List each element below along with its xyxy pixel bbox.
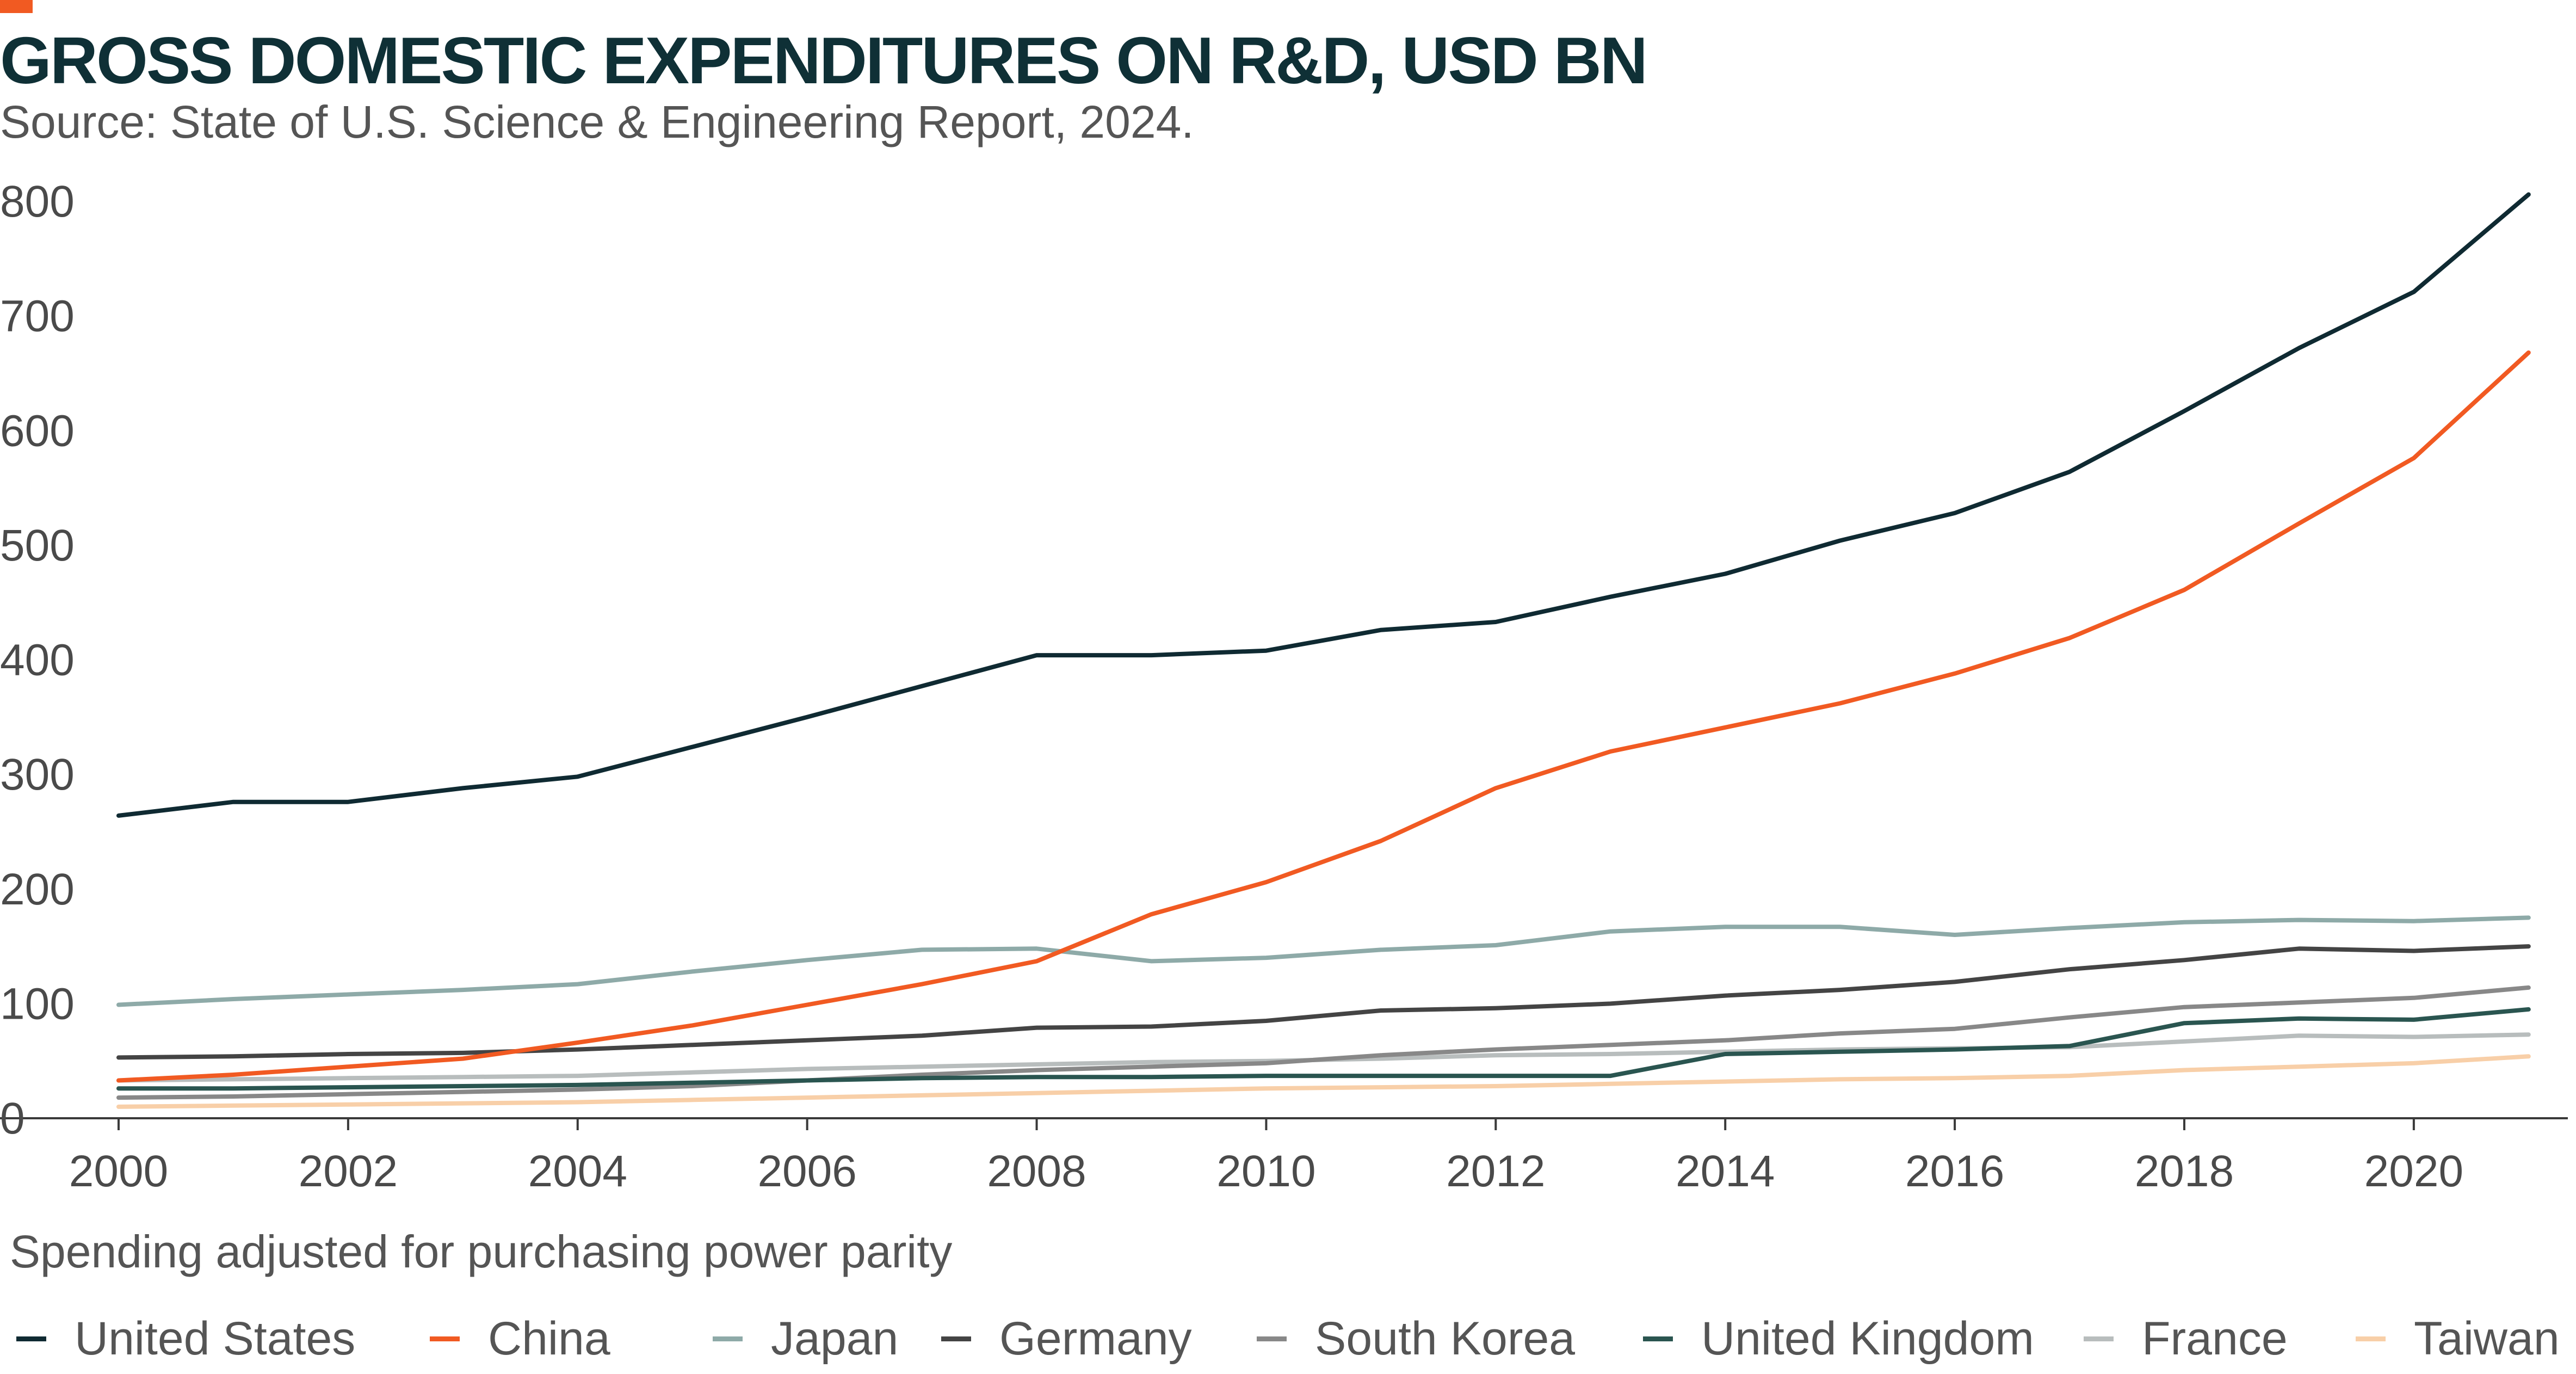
legend-swatch	[1643, 1336, 1673, 1341]
legend-label: United States	[75, 1313, 356, 1365]
legend-label: China	[488, 1313, 610, 1365]
x-tick-label: 2006	[757, 1147, 856, 1196]
legend-label: Taiwan	[2414, 1313, 2560, 1365]
legend-swatch	[2356, 1336, 2386, 1341]
series-line-taiwan	[116, 1054, 2531, 1109]
x-tick-label: 2012	[1446, 1147, 1545, 1196]
x-tick-label: 2020	[2364, 1147, 2463, 1196]
y-tick-label: 400	[0, 636, 75, 685]
accent-bar	[0, 0, 33, 13]
y-tick-label: 800	[0, 177, 75, 226]
y-tick-label: 200	[0, 865, 75, 914]
y-axis-ticks: 0 100 200 300 400 500 600 700 800	[0, 177, 75, 1143]
legend-swatch	[430, 1336, 460, 1341]
legend-swatch	[1257, 1336, 1287, 1341]
y-tick-label: 300	[0, 750, 75, 799]
x-tick-label: 2002	[299, 1147, 398, 1196]
legend-label: United Kingdom	[1701, 1313, 2034, 1365]
legend-item-south-korea: South Korea	[1257, 1311, 1575, 1366]
legend-item-taiwan: Taiwan	[2356, 1311, 2560, 1366]
legend-label: Japan	[771, 1313, 899, 1365]
x-tick-label: 2018	[2135, 1147, 2234, 1196]
legend-item-japan: Japan	[713, 1311, 898, 1366]
series-line-japan	[116, 915, 2531, 1007]
y-tick-label: 700	[0, 292, 75, 341]
legend: United States China Japan Germany South Kore…	[0, 1311, 2576, 1371]
legend-label: Germany	[999, 1313, 1192, 1365]
series-lines	[116, 192, 2531, 1109]
x-tick-label: 2004	[528, 1147, 627, 1196]
series-line-united-kingdom	[116, 1007, 2531, 1091]
y-tick-label: 600	[0, 406, 75, 455]
chart-annotation: Spending adjusted for purchasing power p…	[10, 1226, 953, 1277]
legend-label: South Korea	[1315, 1313, 1576, 1365]
y-tick-label: 500	[0, 521, 75, 570]
y-tick-label: 100	[0, 979, 75, 1028]
x-tick-label: 2000	[69, 1147, 168, 1196]
y-tick-label: 0	[0, 1094, 25, 1143]
x-tick-label: 2010	[1216, 1147, 1315, 1196]
legend-swatch	[16, 1336, 46, 1341]
chart-subtitle: Source: State of U.S. Science & Engineer…	[0, 96, 1194, 147]
x-axis: 2000 2002 2004 2006 2008 2010 2012 2014 2016 2018…	[0, 1117, 2568, 1196]
legend-swatch	[713, 1336, 743, 1341]
legend-item-china: China	[430, 1311, 610, 1366]
legend-item-united-states: United States	[16, 1311, 355, 1366]
legend-swatch	[2084, 1336, 2114, 1341]
series-line-united-states	[116, 192, 2531, 818]
chart-title: GROSS DOMESTIC EXPENDITURES ON R&D, USD …	[0, 23, 1648, 97]
x-tick-label: 2014	[1676, 1147, 1775, 1196]
x-tick-label: 2016	[1905, 1147, 2004, 1196]
x-tick-label: 2008	[987, 1147, 1086, 1196]
legend-label: France	[2142, 1313, 2288, 1365]
legend-item-germany: Germany	[941, 1311, 1192, 1366]
legend-item-united-kingdom: United Kingdom	[1643, 1311, 2034, 1366]
series-line-china	[116, 350, 2531, 1083]
legend-item-france: France	[2084, 1311, 2288, 1366]
legend-swatch	[941, 1336, 971, 1341]
series-line-south-korea	[116, 985, 2531, 1100]
